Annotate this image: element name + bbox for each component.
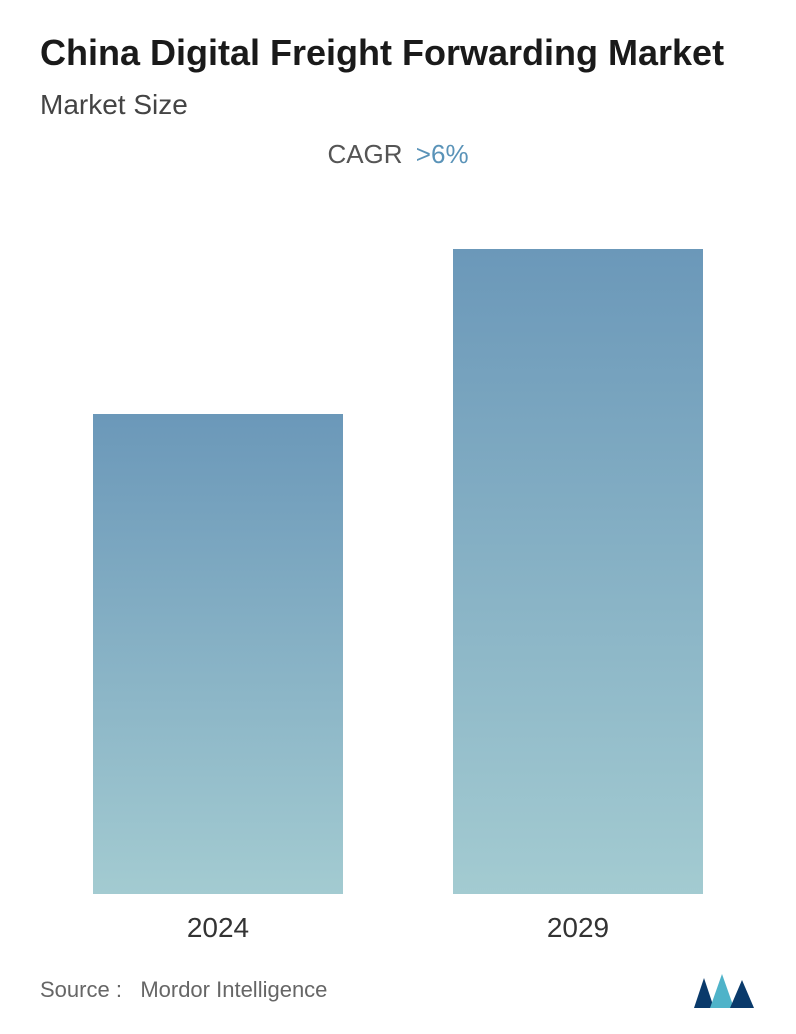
brand-logo-icon (692, 968, 756, 1012)
cagr-value: >6% (416, 139, 469, 169)
source-name: Mordor Intelligence (140, 977, 327, 1002)
bar-label-2029: 2029 (547, 912, 609, 944)
bar-label-2024: 2024 (187, 912, 249, 944)
chart-subtitle: Market Size (40, 89, 756, 121)
bar-2024 (93, 414, 343, 894)
footer: Source : Mordor Intelligence (40, 954, 756, 1034)
cagr-label: CAGR (327, 139, 402, 169)
bar-group-2029: 2029 (453, 249, 703, 944)
source-text: Source : Mordor Intelligence (40, 977, 327, 1003)
bar-2029 (453, 249, 703, 894)
chart-container: China Digital Freight Forwarding Market … (0, 0, 796, 1034)
source-label: Source : (40, 977, 122, 1002)
chart-title: China Digital Freight Forwarding Market (40, 30, 756, 77)
chart-area: 2024 2029 (40, 190, 756, 954)
bar-group-2024: 2024 (93, 414, 343, 944)
cagr-row: CAGR >6% (40, 139, 756, 170)
